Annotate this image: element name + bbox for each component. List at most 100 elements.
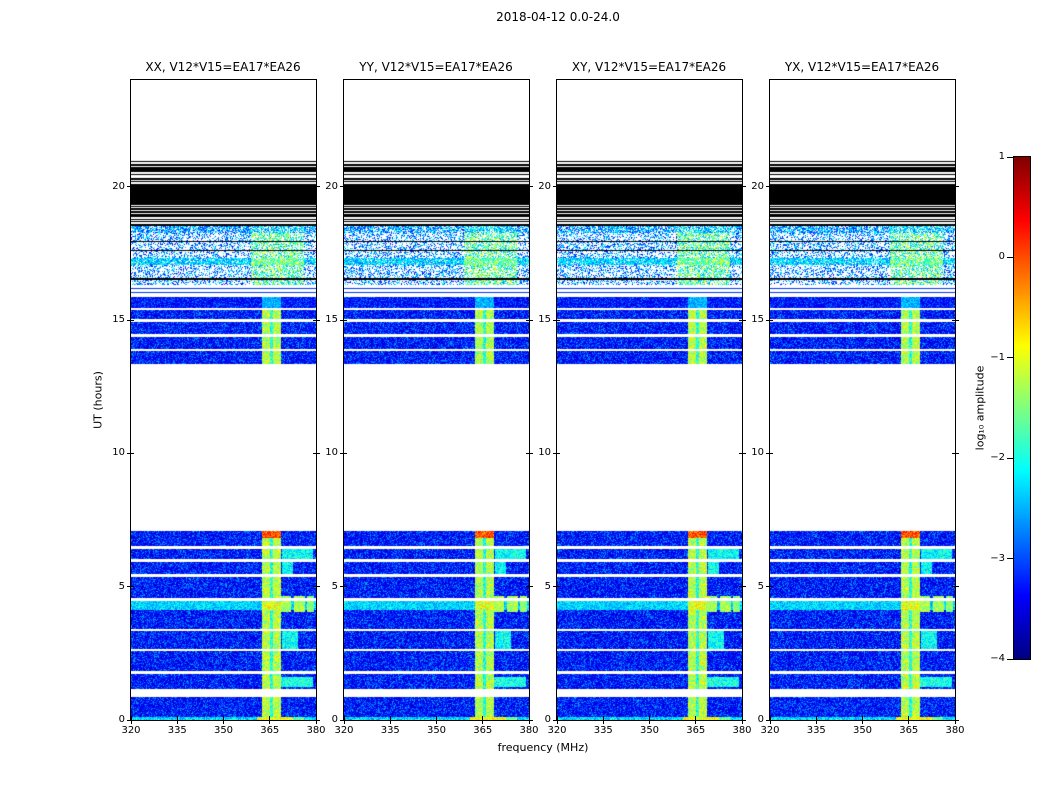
y-tick-label: 0 (757, 714, 764, 725)
x-tick-label: 380 (732, 725, 752, 736)
x-tick-label: 350 (426, 725, 447, 736)
colorbar-tick (1007, 357, 1013, 359)
colorbar-tick (1007, 256, 1013, 258)
panel-title-yx: YX, V12*V15=EA17*EA26 (784, 60, 940, 74)
y-tick (766, 719, 773, 721)
colorbar-tick (1007, 457, 1013, 459)
y-tick-right (526, 586, 533, 588)
y-tick-right (952, 586, 959, 588)
y-tick-right (313, 319, 320, 321)
x-axis-label: frequency (MHz) (497, 741, 589, 754)
y-tick (127, 186, 134, 188)
y-tick (766, 586, 773, 588)
y-tick (766, 319, 773, 321)
y-tick-label: 5 (331, 580, 338, 592)
y-tick (127, 319, 134, 321)
y-tick (553, 452, 560, 454)
y-tick-right (526, 186, 533, 188)
x-tick-label: 335 (806, 725, 826, 736)
y-tick-label: 15 (751, 314, 764, 325)
y-tick-label: 0 (331, 714, 338, 725)
y-tick-right (313, 586, 320, 588)
y-tick-label: 10 (538, 447, 551, 459)
y-tick-label: 0 (118, 714, 125, 725)
panel-title-xx: XX, V12*V15=EA17*EA26 (145, 60, 301, 74)
x-tick (389, 716, 391, 724)
y-tick (553, 719, 560, 721)
y-tick-label: 5 (757, 580, 764, 592)
y-tick (766, 452, 773, 454)
y-tick-right (739, 719, 746, 721)
y-tick (553, 186, 560, 188)
y-tick-right (526, 719, 533, 721)
colorbar-tick-label: 0 (998, 251, 1005, 263)
x-tick-label: 320 (334, 725, 354, 736)
y-tick (340, 452, 347, 454)
colorbar-tick-label: −1 (990, 351, 1005, 363)
y-tick-label: 0 (544, 714, 551, 725)
spectrogram-canvas-yy (344, 80, 529, 720)
colorbar-tick (1007, 558, 1013, 560)
y-tick-label: 20 (112, 180, 125, 192)
x-tick-label: 380 (945, 725, 965, 736)
colorbar-tick (1007, 658, 1013, 660)
y-tick-right (313, 452, 320, 454)
x-tick-label: 380 (519, 725, 539, 736)
colorbar-tick-label: −4 (990, 653, 1005, 664)
x-tick-label: 320 (760, 725, 780, 736)
x-tick-label: 350 (852, 725, 873, 736)
x-tick-label: 365 (473, 725, 493, 736)
y-tick-right (952, 719, 959, 721)
x-tick-label: 365 (899, 725, 919, 736)
y-tick-right (739, 452, 746, 454)
y-tick (127, 719, 134, 721)
x-tick (695, 716, 697, 724)
x-tick-label: 335 (380, 725, 400, 736)
y-tick-right (739, 186, 746, 188)
y-tick-right (952, 319, 959, 321)
y-tick-right (739, 319, 746, 321)
x-tick-label: 350 (639, 725, 660, 736)
x-tick (862, 716, 863, 724)
x-tick-label: 380 (306, 725, 326, 736)
figure-title: 2018-04-12 0.0-24.0 (496, 10, 620, 24)
spectrogram-canvas-yx (770, 80, 955, 720)
y-tick-label: 10 (112, 447, 125, 459)
colorbar-tick-label: 1 (998, 151, 1005, 162)
y-tick-label: 15 (112, 314, 125, 325)
x-tick (436, 716, 437, 724)
x-tick-label: 365 (686, 725, 706, 736)
y-tick-label: 20 (538, 180, 551, 192)
panel-title-yy: YY, V12*V15=EA17*EA26 (359, 60, 513, 74)
colorbar-tick-label: −2 (990, 452, 1005, 464)
x-tick-label: 335 (167, 725, 187, 736)
x-tick (269, 716, 271, 724)
y-tick-label: 20 (325, 180, 338, 192)
spectrogram-canvas-xx (131, 80, 316, 720)
y-tick-label: 10 (751, 447, 764, 459)
colorbar-canvas (1014, 157, 1030, 659)
y-tick-right (739, 586, 746, 588)
colorbar-tick (1007, 156, 1013, 158)
y-tick-right (952, 186, 959, 188)
y-tick (340, 586, 347, 588)
colorbar-label: log₁₀ amplitude (973, 365, 987, 451)
y-tick-right (526, 452, 533, 454)
y-tick-label: 5 (544, 580, 551, 592)
spectrogram-canvas-xy (557, 80, 742, 720)
y-tick-label: 15 (538, 314, 551, 325)
x-tick (649, 716, 650, 724)
y-tick-right (313, 186, 320, 188)
y-tick-right (313, 719, 320, 721)
x-tick-label: 350 (213, 725, 234, 736)
y-tick (127, 586, 134, 588)
x-tick (482, 716, 484, 724)
x-tick-label: 365 (260, 725, 280, 736)
y-tick (127, 452, 134, 454)
x-tick-label: 335 (593, 725, 613, 736)
y-tick-label: 10 (325, 447, 338, 459)
y-tick (340, 319, 347, 321)
x-tick-label: 320 (547, 725, 567, 736)
y-tick-label: 15 (325, 314, 338, 325)
